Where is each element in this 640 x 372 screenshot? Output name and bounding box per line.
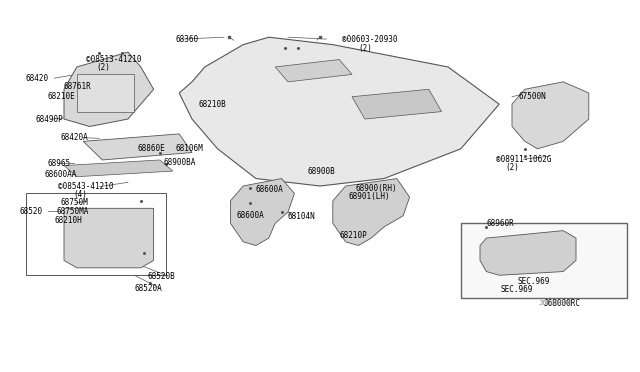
Text: 68761R: 68761R bbox=[64, 82, 92, 91]
Text: 68520B: 68520B bbox=[147, 272, 175, 280]
Polygon shape bbox=[179, 37, 499, 186]
Text: 68900(RH): 68900(RH) bbox=[355, 185, 397, 193]
Text: (4): (4) bbox=[74, 190, 88, 199]
Polygon shape bbox=[83, 134, 192, 160]
Polygon shape bbox=[352, 89, 442, 119]
Text: 68490P: 68490P bbox=[35, 115, 63, 124]
Bar bbox=[461, 223, 627, 298]
Text: ©08543-41210: ©08543-41210 bbox=[58, 182, 113, 191]
Polygon shape bbox=[333, 179, 410, 246]
Text: J68000RC: J68000RC bbox=[538, 300, 573, 306]
Text: 68860E: 68860E bbox=[138, 144, 165, 153]
Text: 68104N: 68104N bbox=[288, 212, 316, 221]
Text: (2): (2) bbox=[506, 163, 520, 172]
Polygon shape bbox=[275, 60, 352, 82]
Text: 68420A: 68420A bbox=[61, 133, 88, 142]
Polygon shape bbox=[480, 231, 576, 275]
Text: 68965: 68965 bbox=[48, 159, 71, 168]
Text: 68600A: 68600A bbox=[256, 185, 284, 194]
Text: 68210P: 68210P bbox=[339, 231, 367, 240]
Text: 68360: 68360 bbox=[176, 35, 199, 44]
Text: 68900B: 68900B bbox=[307, 167, 335, 176]
Text: J68000RC: J68000RC bbox=[544, 299, 581, 308]
Text: 68210B: 68210B bbox=[198, 100, 226, 109]
Text: 68420: 68420 bbox=[26, 74, 49, 83]
Text: SEC.969: SEC.969 bbox=[517, 278, 550, 286]
Text: ®08911-1062G: ®08911-1062G bbox=[496, 155, 552, 164]
Text: 68901(LH): 68901(LH) bbox=[349, 192, 390, 201]
Text: 68106M: 68106M bbox=[176, 144, 204, 153]
Text: 68520: 68520 bbox=[19, 207, 42, 216]
Text: 68210H: 68210H bbox=[54, 216, 82, 225]
Bar bbox=[77, 74, 134, 112]
Text: 68900BA: 68900BA bbox=[163, 158, 196, 167]
Text: 68600AA: 68600AA bbox=[45, 170, 77, 179]
Text: 68210E: 68210E bbox=[48, 92, 76, 101]
Polygon shape bbox=[230, 179, 294, 246]
Text: ©08513-41210: ©08513-41210 bbox=[86, 55, 142, 64]
Text: 68750MA: 68750MA bbox=[56, 207, 89, 216]
Text: 68520A: 68520A bbox=[134, 284, 162, 293]
Polygon shape bbox=[64, 208, 154, 268]
Text: SEC.969: SEC.969 bbox=[501, 285, 533, 294]
Text: 68750M: 68750M bbox=[61, 198, 88, 207]
Polygon shape bbox=[512, 82, 589, 149]
Text: (2): (2) bbox=[96, 63, 110, 72]
Polygon shape bbox=[64, 52, 154, 126]
Text: ®00603-20930: ®00603-20930 bbox=[342, 35, 398, 44]
Text: (2): (2) bbox=[358, 44, 372, 53]
Text: 67500N: 67500N bbox=[518, 92, 546, 101]
Text: 68960R: 68960R bbox=[486, 219, 514, 228]
Text: 68600A: 68600A bbox=[237, 211, 264, 220]
Polygon shape bbox=[64, 160, 173, 177]
